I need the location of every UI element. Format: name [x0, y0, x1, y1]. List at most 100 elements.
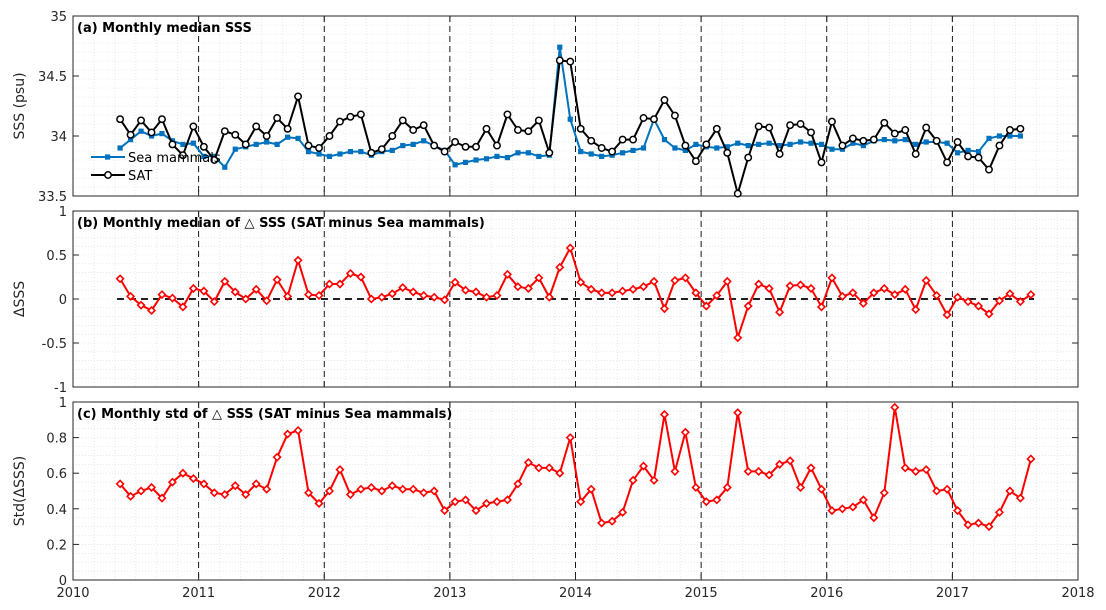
- data-point-marker: [806, 283, 816, 293]
- data-point-marker: [618, 507, 628, 517]
- data-point-marker: [472, 142, 480, 151]
- data-point-marker: [440, 295, 450, 305]
- data-point-marker: [879, 488, 889, 498]
- data-point-marker: [492, 290, 502, 301]
- data-point-marker: [890, 290, 900, 300]
- data-point-marker: [848, 288, 858, 298]
- data-point-marker: [850, 140, 856, 146]
- data-point-marker: [712, 124, 721, 133]
- data-point-marker: [400, 143, 406, 149]
- data-point-marker: [524, 127, 533, 136]
- data-point-marker: [430, 141, 439, 150]
- data-point-marker: [190, 140, 196, 146]
- y-tick-label: 35: [50, 10, 67, 25]
- data-point-marker: [337, 151, 343, 157]
- data-point-marker: [450, 277, 460, 287]
- data-point-marker: [986, 135, 992, 141]
- data-point-marker: [765, 123, 774, 132]
- data-point-marker: [807, 128, 815, 137]
- data-point-marker: [273, 114, 282, 122]
- data-point-marker: [461, 285, 471, 295]
- data-point-marker: [358, 149, 364, 155]
- data-point-marker: [942, 310, 952, 320]
- data-point-marker: [315, 144, 323, 152]
- data-point-marker: [712, 495, 722, 505]
- data-point-marker: [419, 290, 429, 301]
- data-point-marker: [743, 466, 753, 476]
- data-point-marker: [670, 111, 679, 120]
- data-point-marker: [146, 305, 157, 315]
- data-point-marker: [777, 143, 783, 149]
- data-point-marker: [996, 133, 1003, 139]
- data-point-marker: [806, 463, 816, 473]
- data-point-marker: [325, 132, 334, 140]
- data-point-marker: [1007, 133, 1013, 139]
- data-point-marker: [335, 465, 345, 475]
- legend-label: Sea mammals: [128, 151, 221, 166]
- data-point-marker: [324, 279, 335, 289]
- data-point-marker: [816, 484, 827, 494]
- data-point-marker: [398, 116, 407, 125]
- data-point-marker: [544, 463, 554, 473]
- data-point-marker: [565, 243, 575, 253]
- data-point-marker: [209, 297, 219, 307]
- data-point-marker: [356, 272, 366, 282]
- data-point-marker: [587, 136, 596, 145]
- data-point-marker: [451, 138, 460, 146]
- data-point-marker: [304, 141, 313, 150]
- data-point-marker: [410, 141, 416, 147]
- data-point-marker: [858, 298, 868, 308]
- y-tick-label: 34: [50, 130, 67, 145]
- data-point-marker: [796, 482, 806, 492]
- data-point-marker: [483, 156, 490, 162]
- data-point-marker: [921, 275, 931, 286]
- data-point-marker: [1017, 133, 1023, 139]
- y-tick-label: 0: [59, 293, 67, 308]
- data-point-marker: [545, 148, 554, 157]
- data-point-marker: [787, 141, 793, 147]
- legend-swatch-marker: [105, 154, 111, 160]
- data-point-marker: [523, 457, 533, 468]
- x-tick-label: 2010: [56, 586, 89, 601]
- data-point-marker: [576, 277, 586, 287]
- data-point-marker: [440, 147, 449, 156]
- data-point-marker: [994, 296, 1004, 306]
- data-point-marker: [659, 409, 669, 419]
- data-point-marker: [638, 461, 649, 471]
- y-tick-label: 0.8: [46, 432, 67, 447]
- data-point-marker: [262, 132, 271, 140]
- data-point-marker: [274, 141, 280, 147]
- data-point-marker: [702, 140, 711, 149]
- data-point-marker: [159, 131, 165, 137]
- data-point-marker: [597, 288, 607, 298]
- data-point-marker: [199, 286, 209, 296]
- data-point-marker: [388, 132, 397, 140]
- x-tick-label: 2016: [810, 586, 843, 601]
- data-point-marker: [808, 140, 814, 146]
- data-point-marker: [429, 292, 439, 302]
- data-point-marker: [515, 150, 521, 156]
- data-point-marker: [523, 283, 533, 293]
- data-point-marker: [1015, 297, 1025, 307]
- data-point-marker: [869, 135, 878, 144]
- data-point-marker: [743, 301, 753, 311]
- data-point-marker: [913, 141, 919, 147]
- data-point-marker: [209, 488, 219, 498]
- data-point-marker: [293, 425, 303, 436]
- data-point-marker: [964, 152, 972, 161]
- data-point-marker: [597, 518, 607, 528]
- data-point-marker: [461, 142, 470, 151]
- data-point-marker: [178, 302, 188, 312]
- data-point-marker: [680, 273, 690, 283]
- data-point-marker: [147, 128, 156, 137]
- y-tick-label: 0.5: [46, 249, 67, 264]
- data-point-marker: [943, 158, 952, 167]
- data-point-marker: [911, 466, 921, 476]
- data-point-marker: [786, 121, 795, 130]
- data-point-marker: [1005, 126, 1014, 134]
- data-point-marker: [756, 141, 762, 147]
- data-point-marker: [566, 57, 575, 66]
- data-point-marker: [199, 479, 209, 489]
- y-axis-label: SSS (psu): [12, 72, 28, 139]
- data-point-marker: [1026, 290, 1036, 300]
